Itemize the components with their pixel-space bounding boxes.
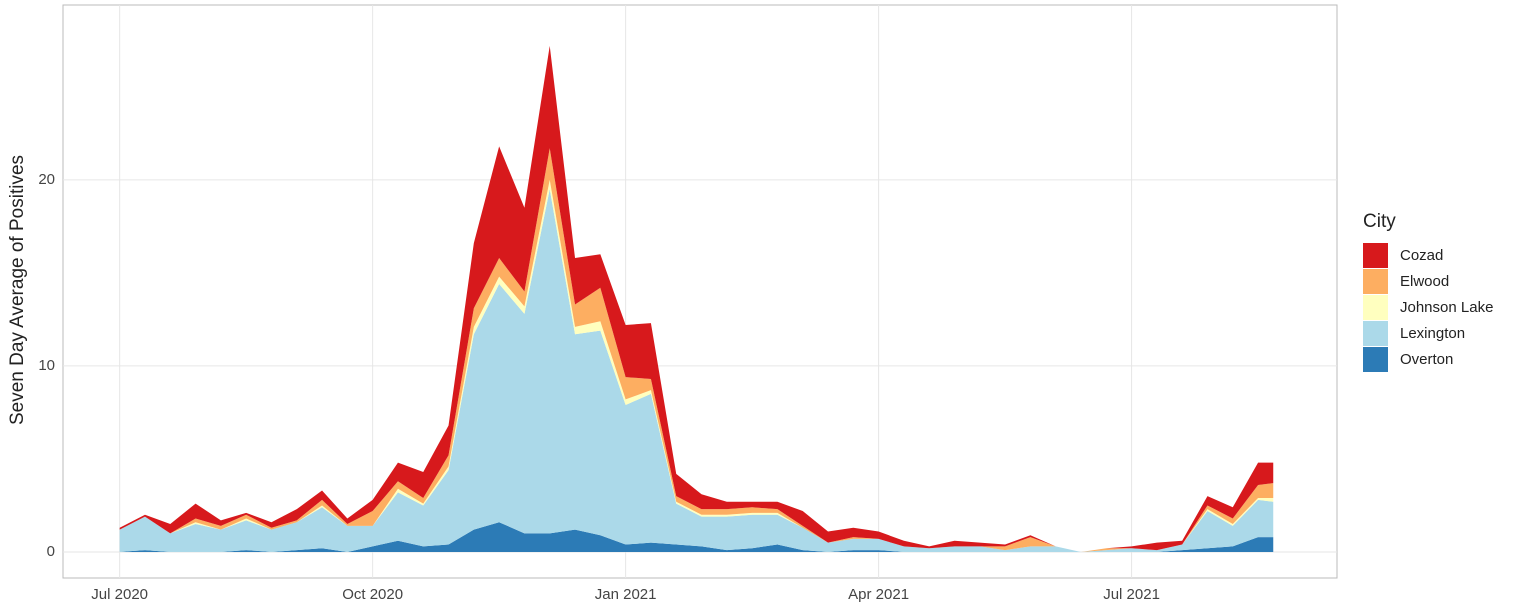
x-tick-label: Oct 2020 xyxy=(342,586,403,603)
area xyxy=(119,522,1274,552)
legend-label: Lexington xyxy=(1400,325,1465,342)
legend-label: Cozad xyxy=(1400,247,1443,264)
legend-key xyxy=(1363,269,1388,294)
legend-label: Elwood xyxy=(1400,273,1449,290)
areas xyxy=(119,45,1274,552)
legend: Cozad Elwood Johnson Lake Lexington Overton xyxy=(1363,243,1493,372)
legend-key xyxy=(1363,347,1388,372)
legend-label: Overton xyxy=(1400,351,1453,368)
y-tick-label: 0 xyxy=(47,543,55,560)
labels: 0 10 20 Jul 2020 Oct 2020 Jan 2021 Apr 2021 Jul… xyxy=(38,171,1160,603)
legend-label: Johnson Lake xyxy=(1400,299,1493,316)
x-tick-label: Jan 2021 xyxy=(595,586,657,603)
y-tick-label: 10 xyxy=(38,357,55,374)
x-tick-label: Apr 2021 xyxy=(848,586,909,603)
y-tick-label: 20 xyxy=(38,171,55,188)
panel xyxy=(62,4,1338,579)
x-tick-label: Jul 2021 xyxy=(1103,586,1160,603)
x-tick-label: Jul 2020 xyxy=(91,586,148,603)
y-axis-title: Seven Day Average of Positives xyxy=(7,155,28,425)
legend-key xyxy=(1363,243,1388,268)
legend-title: City xyxy=(1363,211,1396,232)
legend-key xyxy=(1363,295,1388,320)
legend-key xyxy=(1363,321,1388,346)
